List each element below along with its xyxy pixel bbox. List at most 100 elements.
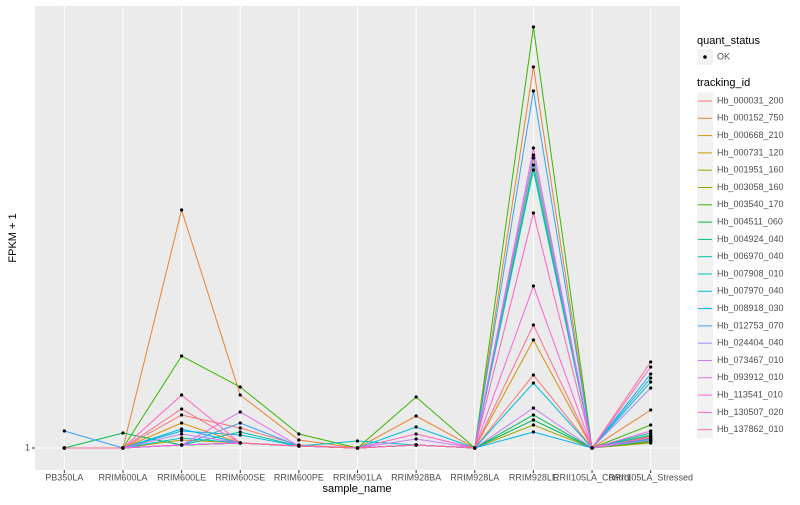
data-point bbox=[179, 432, 184, 436]
legend-label: Hb_024404_040 bbox=[717, 338, 784, 348]
data-point bbox=[649, 423, 653, 427]
x-tick-label: RRIM928LE bbox=[509, 472, 558, 482]
data-point bbox=[531, 381, 536, 385]
x-tick-label: RRIM901LA bbox=[333, 472, 382, 482]
data-point bbox=[649, 372, 653, 376]
data-point bbox=[649, 438, 653, 442]
data-point bbox=[531, 413, 536, 417]
legend-label: Hb_000668_210 bbox=[717, 130, 784, 140]
data-point bbox=[531, 89, 536, 93]
data-point bbox=[531, 323, 536, 327]
data-point bbox=[414, 414, 418, 418]
data-point bbox=[238, 426, 242, 430]
data-point bbox=[179, 354, 184, 358]
legend-label: Hb_073467_010 bbox=[717, 355, 784, 365]
data-point bbox=[531, 284, 536, 288]
data-point bbox=[355, 446, 360, 450]
data-point bbox=[179, 436, 184, 440]
data-point bbox=[649, 429, 653, 433]
data-point bbox=[297, 432, 301, 436]
data-point bbox=[531, 430, 536, 434]
x-tick-label: RRIM928LA bbox=[450, 472, 499, 482]
legend-label: Hb_093912_010 bbox=[717, 372, 784, 382]
data-point bbox=[414, 395, 418, 399]
x-tick-label: RRIM928BA bbox=[391, 472, 441, 482]
data-point bbox=[531, 338, 536, 342]
legend-point bbox=[703, 55, 707, 59]
data-point bbox=[297, 438, 301, 442]
legend-title: tracking_id bbox=[697, 77, 750, 89]
x-tick-label: PB350LA bbox=[45, 472, 83, 482]
data-point bbox=[590, 446, 594, 450]
legend-label: Hb_001951_160 bbox=[717, 165, 784, 175]
data-point bbox=[355, 439, 360, 443]
data-point bbox=[121, 431, 125, 435]
legend-label: Hb_130507_020 bbox=[717, 407, 784, 417]
data-point bbox=[179, 208, 184, 212]
legend-label: Hb_012753_070 bbox=[717, 320, 784, 330]
legend-title: quant_status bbox=[697, 35, 760, 47]
data-point bbox=[531, 163, 536, 167]
y-tick-label: 1 bbox=[25, 442, 30, 452]
legend-label: Hb_007970_040 bbox=[717, 286, 784, 296]
data-point bbox=[238, 393, 242, 397]
legend-label: Hb_137862_010 bbox=[717, 424, 784, 434]
x-tick-label: RRII105LA_Stressed bbox=[608, 472, 693, 482]
data-point bbox=[179, 413, 184, 417]
legend-label: Hb_004924_040 bbox=[717, 234, 784, 244]
data-point bbox=[238, 441, 242, 445]
data-point bbox=[649, 435, 653, 439]
data-point bbox=[238, 430, 242, 434]
data-point bbox=[179, 443, 184, 447]
legend-label: Hb_113541_010 bbox=[717, 389, 783, 399]
data-point bbox=[179, 393, 184, 397]
data-point bbox=[62, 429, 66, 433]
data-point bbox=[531, 65, 536, 69]
legend-label: Hb_003058_160 bbox=[717, 182, 784, 192]
legend-label: Hb_003540_170 bbox=[717, 199, 784, 209]
data-point bbox=[414, 443, 418, 447]
data-point bbox=[531, 418, 536, 422]
data-point bbox=[531, 168, 536, 172]
data-point bbox=[414, 425, 418, 429]
data-point bbox=[531, 153, 536, 157]
y-axis-label: FPKM + 1 bbox=[7, 213, 19, 262]
legend-label: Hb_008918_030 bbox=[717, 303, 784, 313]
legend-label: Hb_007908_010 bbox=[717, 268, 784, 278]
data-point bbox=[62, 446, 66, 450]
legend-label: Hb_004511_060 bbox=[717, 216, 783, 226]
data-point bbox=[649, 376, 653, 380]
legend-label: Hb_000731_120 bbox=[717, 147, 784, 157]
data-point bbox=[238, 421, 242, 425]
data-point bbox=[531, 373, 536, 377]
data-point bbox=[531, 146, 536, 150]
data-point bbox=[531, 156, 536, 160]
data-point bbox=[531, 423, 536, 427]
legend-label: Hb_000031_200 bbox=[717, 95, 784, 105]
x-tick-label: RRIM600LA bbox=[98, 472, 147, 482]
data-point bbox=[179, 407, 184, 411]
data-point bbox=[649, 360, 653, 364]
data-point bbox=[179, 421, 184, 425]
data-point bbox=[414, 437, 418, 441]
data-point bbox=[414, 432, 418, 436]
x-tick-label: RRIM600PE bbox=[274, 472, 324, 482]
x-tick-label: RRII105LA_Control bbox=[553, 472, 631, 482]
data-point bbox=[238, 433, 242, 437]
data-point bbox=[649, 380, 653, 384]
x-tick-label: RRIM600LE bbox=[157, 472, 206, 482]
x-axis-label: sample_name bbox=[322, 483, 391, 495]
data-point bbox=[531, 406, 536, 410]
legend-label: Hb_006970_040 bbox=[717, 251, 784, 261]
data-point bbox=[531, 25, 536, 29]
x-tick-label: RRIM600SE bbox=[215, 472, 265, 482]
data-point bbox=[473, 446, 477, 450]
data-point bbox=[649, 386, 653, 390]
data-point bbox=[649, 365, 653, 369]
legend-label: Hb_000152_750 bbox=[717, 113, 784, 123]
legend-label: OK bbox=[717, 51, 730, 61]
data-point bbox=[179, 427, 184, 431]
data-point bbox=[531, 211, 536, 215]
